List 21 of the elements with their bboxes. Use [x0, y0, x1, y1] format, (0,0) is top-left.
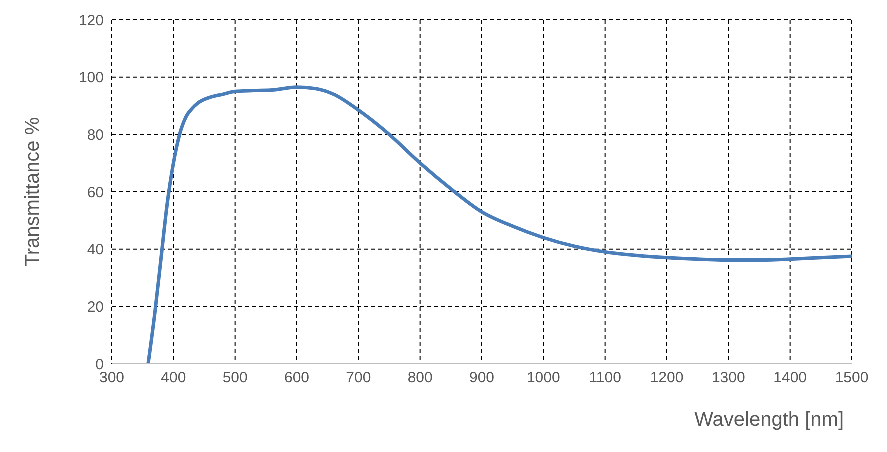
x-tick-label: 1200: [650, 370, 684, 387]
y-tick-label: 120: [78, 12, 104, 30]
line-series: [146, 86, 852, 364]
x-tick-label: 700: [346, 370, 372, 387]
y-tick-label: 100: [78, 70, 104, 87]
x-tick-label: 800: [408, 370, 433, 387]
x-tick-label: 400: [161, 370, 186, 387]
x-tick-label: 1400: [774, 370, 808, 387]
y-tick-label: 20: [87, 298, 104, 316]
x-tick-label: 1300: [712, 370, 746, 387]
y-axis-title: Transmittance %: [22, 117, 44, 267]
y-tick-label: 60: [87, 184, 104, 202]
x-tick-label: 500: [222, 370, 248, 387]
x-tick-label: 900: [469, 370, 495, 387]
y-tick-label: 80: [87, 126, 104, 144]
x-tick-label: 600: [284, 370, 310, 387]
x-tick-label: 1100: [589, 370, 622, 387]
x-axis-title: Wavelength [nm]: [694, 409, 844, 431]
x-tick-label: 1500: [835, 370, 869, 387]
y-tick-label: 40: [87, 242, 104, 259]
x-tick-label: 1000: [526, 370, 560, 387]
